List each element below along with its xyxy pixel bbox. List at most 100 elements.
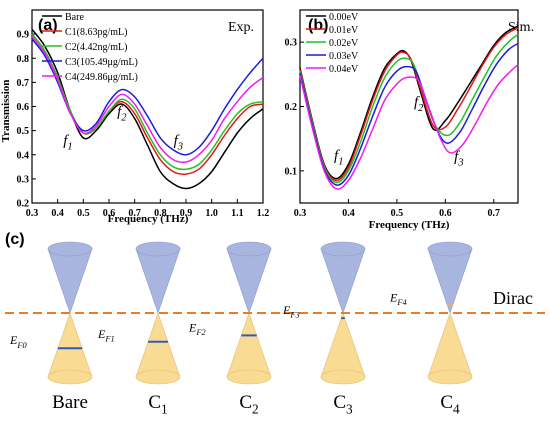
panel-a-ytick-label: 0.8 [17, 54, 30, 65]
lower-cone-rim-c4 [427, 369, 473, 385]
fermi-label-c1-base: E [97, 327, 106, 341]
panel-a-legend-label-2: C2(4.42ng/mL) [65, 42, 128, 53]
upper-cone-rim-bare [47, 241, 93, 257]
panel-b-ytick-label: 0.1 [285, 166, 298, 177]
fermi-label-c3: EF3 [282, 303, 300, 320]
panel-b-annotation-2-base: f [454, 149, 460, 165]
panel-a-ytick-label: 0.4 [17, 150, 30, 161]
panel-a-annotation-0-sub: 1 [67, 142, 72, 153]
upper-cone-rim-c3 [320, 241, 366, 257]
panel-a-ytick-label: 0.5 [17, 126, 30, 137]
dirac-cone-bare [47, 241, 93, 385]
lower-cone-c4 [427, 312, 473, 378]
panel-b-annotation-1-sub: 2 [418, 103, 424, 114]
panel-b-series-line-1 [299, 27, 519, 182]
cone-label-c4: C4 [440, 392, 460, 416]
cone-label-bare-base: Bare [52, 392, 88, 413]
dirac-cone-c2 [226, 241, 272, 385]
panel-b-xtick-label: 0.4 [342, 208, 355, 219]
fermi-label-c1-sub: F1 [104, 334, 114, 343]
panel-b-series-lines [299, 25, 519, 190]
panel-a-corner-label: Exp. [228, 20, 254, 35]
panel-b-ytick-label: 0.2 [285, 102, 298, 113]
lower-cone-rim-c3 [320, 369, 366, 385]
panel-b-xtick-label: 0.7 [488, 208, 501, 219]
cone-label-c2-base: C [239, 392, 252, 413]
fermi-label-c3-base: E [282, 303, 291, 317]
panel-b-legend: 0.00eV 0.01eV 0.02eV 0.03eV 0.04eV [306, 12, 359, 75]
panel-b-annotation-0: f1 [334, 148, 343, 168]
panel-b-annotation-0-sub: 1 [338, 156, 343, 167]
cone-label-c4-sub: 4 [453, 402, 460, 416]
panel-b-legend-label-4: 0.04eV [329, 64, 359, 75]
panel-a-xtick-label: 0.8 [154, 208, 167, 219]
cone-label-c1: C1 [148, 392, 167, 416]
fermi-label-c2-sub: F2 [195, 328, 205, 337]
panel-a-annotation-2-sub: 3 [177, 142, 183, 153]
upper-cone-bare [47, 248, 93, 314]
panel-b-series-line-3 [299, 42, 519, 186]
lower-cone-bare [47, 312, 93, 378]
panel-b-legend-label-0: 0.00eV [329, 12, 359, 23]
panel-a-annotation-2-base: f [174, 133, 180, 149]
panel-a-series-line-0 [31, 28, 264, 190]
panel-a-legend: Bare C1(8.63pg/mL) C2(4.42ng/mL) C3(105.49μ… [42, 12, 138, 83]
panel-a-xtick-label: 1.0 [205, 208, 218, 219]
cone-label-bare: Bare [52, 392, 88, 413]
panel-a-ylabel: Transmission [0, 80, 12, 143]
panel-b-xtick-label: 0.6 [439, 208, 452, 219]
upper-cone-rim-c1 [135, 241, 181, 257]
cone-label-c2: C2 [239, 392, 258, 416]
panel-a-legend-label-4: C4(249.86μg/mL) [65, 72, 138, 83]
panel-a-annotation-1-sub: 2 [121, 113, 127, 124]
panel-a-ytick-label: 0.9 [17, 30, 30, 41]
panel-a-annotation-1: f2 [117, 104, 127, 124]
panel-a-axes: 0.3 0.4 0.5 0.6 0.7 0.8 0.9 1.0 1.1 1.20.20.30.40… [17, 9, 270, 219]
panel-a-series-lines [31, 28, 264, 190]
panel-a-ytick-label: 0.3 [17, 174, 30, 185]
panel-a-xtick-label: 1.2 [257, 208, 270, 219]
panel-b-legend-label-3: 0.03eV [329, 51, 359, 62]
panel-b-annotation-2-sub: 3 [457, 158, 463, 169]
lower-cone-c1 [135, 312, 181, 378]
lower-cone-rim-c2 [226, 369, 272, 385]
panel-a-annotation-2: f3 [174, 133, 183, 153]
fermi-label-c1: EF1 [97, 327, 115, 344]
cone-label-c1-base: C [148, 392, 161, 413]
panel-b-chart: (b) Sim. 0.3 0.4 0.5 0.6 0.7 0.1 0.2 0.3 0.00eV… [285, 9, 534, 231]
dirac-cone-c1 [135, 241, 181, 385]
panel-a-annotation-1-base: f [117, 104, 123, 120]
panel-b-series-line-4 [299, 64, 519, 190]
upper-cone-c2 [226, 248, 272, 314]
lower-cone-c3 [320, 312, 366, 378]
dirac-cones-group [47, 241, 473, 385]
panel-b-label: (b) [308, 17, 328, 34]
panel-b-annotation-0-base: f [334, 148, 340, 164]
panel-a-annotation-0: f1 [63, 133, 72, 153]
fermi-label-bare-base: E [9, 333, 18, 347]
dirac-label: Dirac [493, 288, 533, 308]
cone-label-c3: C3 [333, 392, 353, 416]
panel-a-legend-label-1: C1(8.63pg/mL) [65, 27, 128, 38]
panel-b-legend-label-1: 0.01eV [329, 25, 359, 36]
panel-a-xtick-label: 1.1 [231, 208, 244, 219]
cone-label-c2-sub: 2 [252, 402, 259, 416]
panel-a-xtick-label: 0.5 [77, 208, 90, 219]
panel-a-series-line-4 [31, 36, 264, 164]
panel-b-xtick-label: 0.3 [294, 208, 307, 219]
upper-cone-c3 [320, 248, 366, 314]
panel-b-series-line-2 [299, 33, 519, 184]
dirac-cone-c4 [427, 241, 473, 385]
cone-label-c4-base: C [440, 392, 453, 413]
panel-a-xtick-label: 0.9 [180, 208, 193, 219]
panel-a-annotation-0-base: f [63, 133, 69, 149]
dirac-cone-c3 [320, 241, 366, 385]
panel-a-series-line-2 [31, 33, 264, 171]
panel-a-xtick-label: 0.7 [128, 208, 141, 219]
panel-b-axes: 0.3 0.4 0.5 0.6 0.7 0.1 0.2 0.3 [285, 9, 519, 219]
panel-b-ytick-label: 0.3 [285, 38, 298, 49]
